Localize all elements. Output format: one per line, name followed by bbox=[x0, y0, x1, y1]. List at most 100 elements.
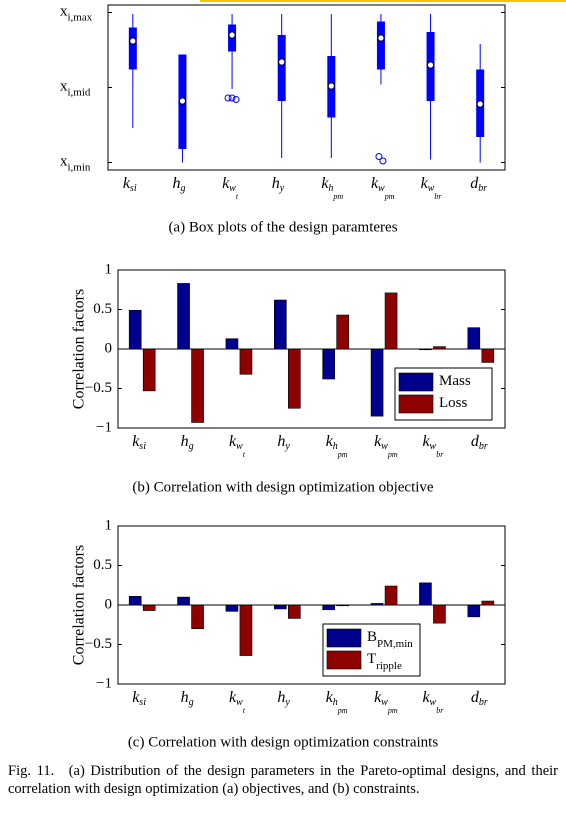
bar bbox=[274, 299, 287, 350]
y-tick-base: x bbox=[60, 4, 68, 20]
category-sub: h bbox=[328, 183, 333, 194]
category-base: d bbox=[471, 689, 480, 706]
y-tick-label: −0.5 bbox=[85, 380, 112, 396]
median bbox=[327, 82, 336, 90]
category-base: k bbox=[321, 175, 329, 192]
category-sub: w bbox=[236, 697, 243, 708]
figure-caption: Fig. 11. (a) Distribution of the design … bbox=[8, 763, 558, 797]
bar bbox=[433, 346, 446, 350]
x-tick-label: kwpm bbox=[371, 175, 395, 201]
y-tick-label: 0 bbox=[105, 596, 113, 612]
median bbox=[426, 61, 435, 69]
bar bbox=[142, 348, 156, 392]
category-sub: w bbox=[236, 441, 243, 452]
x-tick-label: kwbr bbox=[421, 175, 443, 201]
category-base: k bbox=[132, 433, 140, 450]
category-sub: y bbox=[279, 183, 285, 194]
x-tick-label: kwt bbox=[222, 175, 239, 201]
x-tick-label: kwbr bbox=[422, 689, 444, 715]
category-subsub: br bbox=[436, 706, 444, 715]
y-tick-label: xi,min bbox=[60, 154, 91, 173]
category-base: k bbox=[374, 689, 382, 706]
y-tick-label: −0.5 bbox=[85, 636, 112, 652]
category-base: h bbox=[172, 175, 180, 192]
plot-frame bbox=[107, 4, 506, 171]
category-subsub: pm bbox=[384, 192, 395, 201]
bar bbox=[336, 604, 349, 607]
flier bbox=[224, 94, 232, 102]
x-tick-label: khpm bbox=[326, 689, 348, 715]
legend-label: Loss bbox=[439, 395, 468, 411]
category-base: k bbox=[374, 433, 382, 450]
category-base: d bbox=[470, 175, 479, 192]
legend-name: T bbox=[367, 651, 376, 667]
x-tick-label: hy bbox=[272, 175, 285, 195]
x-tick-label: khpm bbox=[326, 433, 348, 459]
box bbox=[128, 27, 137, 70]
category-sub: w bbox=[428, 183, 435, 194]
bar bbox=[481, 600, 495, 606]
category-sub: w bbox=[430, 441, 437, 452]
bar bbox=[419, 582, 432, 606]
y-tick-label: 0.5 bbox=[93, 301, 112, 317]
y-axis-label: Correlation factors bbox=[71, 545, 88, 665]
flier bbox=[232, 96, 240, 103]
category-sub: h bbox=[333, 697, 338, 708]
category-sub: w bbox=[430, 697, 437, 708]
y-tick-sub: i,max bbox=[68, 11, 93, 23]
median bbox=[228, 31, 236, 39]
chart-caption: (b) Correlation with design optimization… bbox=[132, 479, 434, 495]
bar bbox=[239, 604, 253, 656]
x-tick-label: ksi bbox=[132, 433, 146, 453]
x-tick-label: khpm bbox=[321, 175, 343, 201]
legend-name: Loss bbox=[439, 395, 468, 411]
bar bbox=[142, 604, 156, 611]
chart-caption: (a) Box plots of the design paramteres bbox=[168, 219, 397, 235]
bar bbox=[384, 585, 398, 606]
legend-swatch bbox=[398, 394, 434, 414]
x-tick-label: dbr bbox=[471, 433, 488, 453]
bar bbox=[177, 596, 190, 606]
x-tick-label: kwpm bbox=[374, 433, 398, 459]
category-base: k bbox=[326, 689, 334, 706]
x-tick-label: kwt bbox=[229, 433, 246, 459]
category-sub: w bbox=[381, 441, 388, 452]
category-sub: w bbox=[229, 183, 236, 194]
median bbox=[476, 100, 484, 108]
legend-swatch bbox=[326, 650, 362, 670]
legend-name: Mass bbox=[439, 373, 471, 389]
bar bbox=[225, 338, 239, 350]
category-sub: w bbox=[378, 183, 385, 194]
category-subsub: pm bbox=[332, 192, 343, 201]
bar bbox=[419, 348, 432, 351]
x-tick-label: dbr bbox=[471, 689, 488, 709]
legend-name-sub: PM,min bbox=[377, 638, 413, 650]
category-sub: br bbox=[479, 441, 488, 452]
bar bbox=[239, 348, 253, 375]
bar bbox=[225, 604, 239, 612]
median bbox=[277, 58, 286, 66]
category-sub: w bbox=[381, 697, 388, 708]
y-tick-label: xi,max bbox=[60, 4, 93, 23]
legend-name: B bbox=[367, 629, 377, 645]
legend-swatch bbox=[398, 372, 434, 392]
bar bbox=[322, 604, 335, 611]
median bbox=[178, 97, 187, 105]
bar bbox=[467, 604, 481, 618]
bar bbox=[288, 348, 301, 409]
category-base: k bbox=[222, 175, 230, 192]
bar bbox=[128, 309, 142, 350]
y-tick-sub: i,min bbox=[68, 161, 91, 173]
x-tick-label: kwt bbox=[229, 689, 246, 715]
category-subsub: pm bbox=[337, 450, 348, 459]
bar bbox=[177, 283, 190, 350]
y-tick-label: −1 bbox=[96, 675, 112, 691]
chart-caption: (c) Correlation with design optimization… bbox=[128, 734, 439, 750]
category-base: h bbox=[272, 175, 280, 192]
category-base: k bbox=[123, 175, 131, 192]
y-tick-label: 0 bbox=[105, 340, 113, 356]
y-tick-label: 1 bbox=[105, 517, 113, 533]
bar bbox=[467, 327, 481, 350]
category-base: k bbox=[132, 689, 140, 706]
